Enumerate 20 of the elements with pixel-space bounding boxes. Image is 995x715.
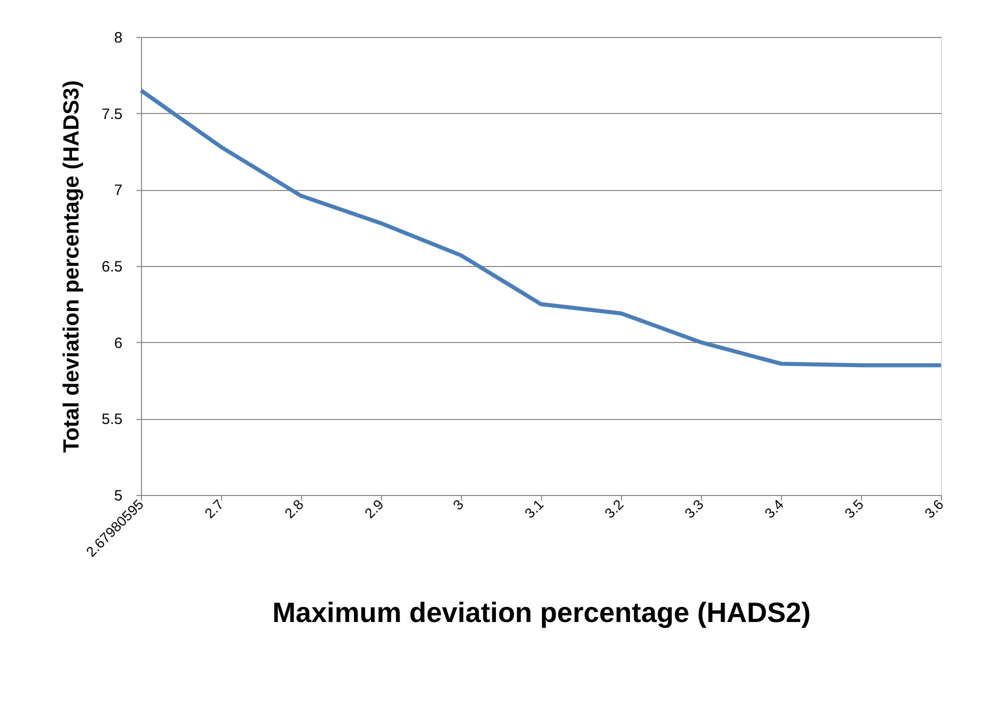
- x-tick-label: 3.1: [521, 496, 547, 522]
- line-series: [139, 88, 943, 368]
- x-tick-label: 3.6: [921, 496, 947, 522]
- y-tick-label: 7: [114, 182, 122, 200]
- y-tick-label: 5.5: [102, 411, 122, 428]
- x-tick-label: 2.8: [281, 496, 307, 522]
- x-tick-label: 2.7: [201, 496, 227, 522]
- x-tick-label: 3.3: [681, 496, 707, 522]
- y-tick-label: 7.5: [102, 106, 122, 123]
- x-axis-title: Maximum deviation percentage (HADS2): [272, 596, 811, 628]
- y-tick-label: 6.5: [102, 258, 122, 276]
- x-tick-label: 3.4: [761, 496, 787, 522]
- y-tick-label: 8: [114, 30, 122, 46]
- y-tick-label: 5: [114, 488, 122, 504]
- x-tick-label: 3: [450, 496, 467, 513]
- x-tick-label: 3.5: [841, 496, 867, 522]
- x-tick-label: 2.9: [361, 496, 387, 522]
- x-tick-label: 3.2: [601, 496, 627, 522]
- y-axis-title: Total deviation percentage (HADS3): [58, 80, 84, 453]
- y-tick-label: 6: [114, 334, 122, 352]
